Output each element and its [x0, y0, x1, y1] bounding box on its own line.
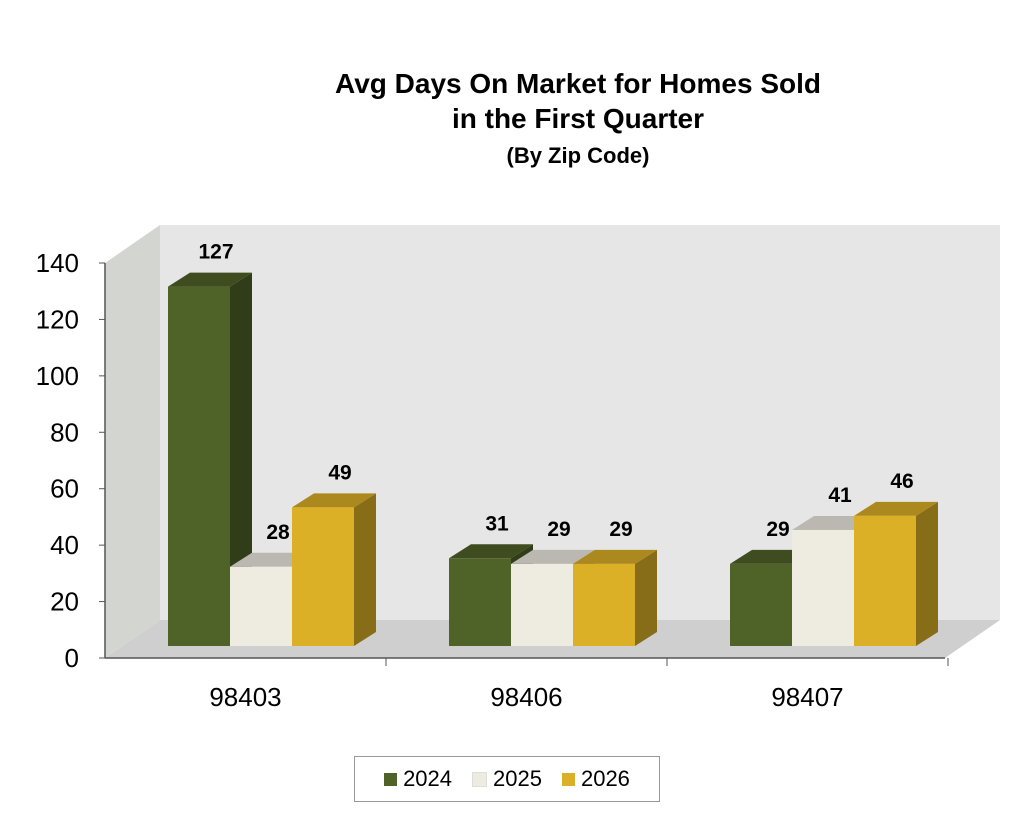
bar	[854, 515, 916, 646]
legend-swatch-2025	[472, 771, 488, 787]
legend-item: 2026	[561, 766, 630, 792]
chart-subtitle: (By Zip Code)	[506, 143, 650, 168]
data-label: 41	[828, 484, 852, 507]
bar-top	[854, 501, 938, 516]
bar-side	[230, 272, 252, 646]
legend-swatch-2026	[561, 772, 575, 786]
data-label: 46	[890, 470, 913, 493]
bar	[168, 286, 230, 646]
legend-label: 2024	[403, 766, 453, 791]
y-tick-label: 100	[36, 361, 79, 391]
bar-side	[354, 493, 376, 646]
bar-top	[449, 544, 533, 559]
data-label: 31	[485, 512, 509, 535]
y-tick-label: 140	[36, 248, 79, 278]
legend-label: 2026	[580, 766, 630, 791]
x-tick-label: 98407	[771, 682, 843, 712]
x-tick-label: 98406	[490, 682, 562, 712]
data-label: 29	[547, 518, 570, 541]
bar	[230, 566, 292, 646]
bar	[573, 563, 635, 646]
x-tick-label: 98403	[209, 682, 281, 712]
y-tick-label: 0	[65, 643, 79, 673]
y-tick-label: 20	[50, 587, 79, 617]
bar-side	[916, 501, 938, 646]
chart-title: Avg Days On Market for Homes Sold	[335, 68, 821, 99]
y-tick-label: 40	[50, 530, 79, 560]
bar	[449, 558, 511, 646]
bar	[730, 563, 792, 646]
bar-side	[635, 549, 657, 646]
data-label: 29	[609, 518, 632, 541]
data-label: 49	[328, 461, 351, 484]
legend: 2024 2025 2026	[354, 756, 660, 802]
bar-top	[511, 549, 595, 564]
data-label: 127	[198, 241, 233, 264]
bar-top	[168, 272, 252, 287]
chart-title-line2: in the First Quarter	[451, 103, 705, 134]
side-wall	[105, 225, 160, 658]
data-label: 29	[766, 518, 789, 541]
y-tick-label: 60	[50, 474, 79, 504]
bar-top	[292, 493, 376, 508]
bar	[792, 529, 854, 646]
y-tick-label: 120	[36, 304, 79, 334]
legend-label: 2025	[493, 766, 542, 791]
legend-item: 2024	[384, 766, 452, 792]
y-tick-label: 80	[50, 417, 79, 447]
bar	[511, 563, 573, 646]
bar	[292, 507, 354, 646]
bar-top	[573, 549, 657, 564]
legend-item: 2025	[472, 766, 542, 792]
data-label: 28	[266, 521, 290, 544]
legend-swatch-2024	[384, 772, 398, 786]
